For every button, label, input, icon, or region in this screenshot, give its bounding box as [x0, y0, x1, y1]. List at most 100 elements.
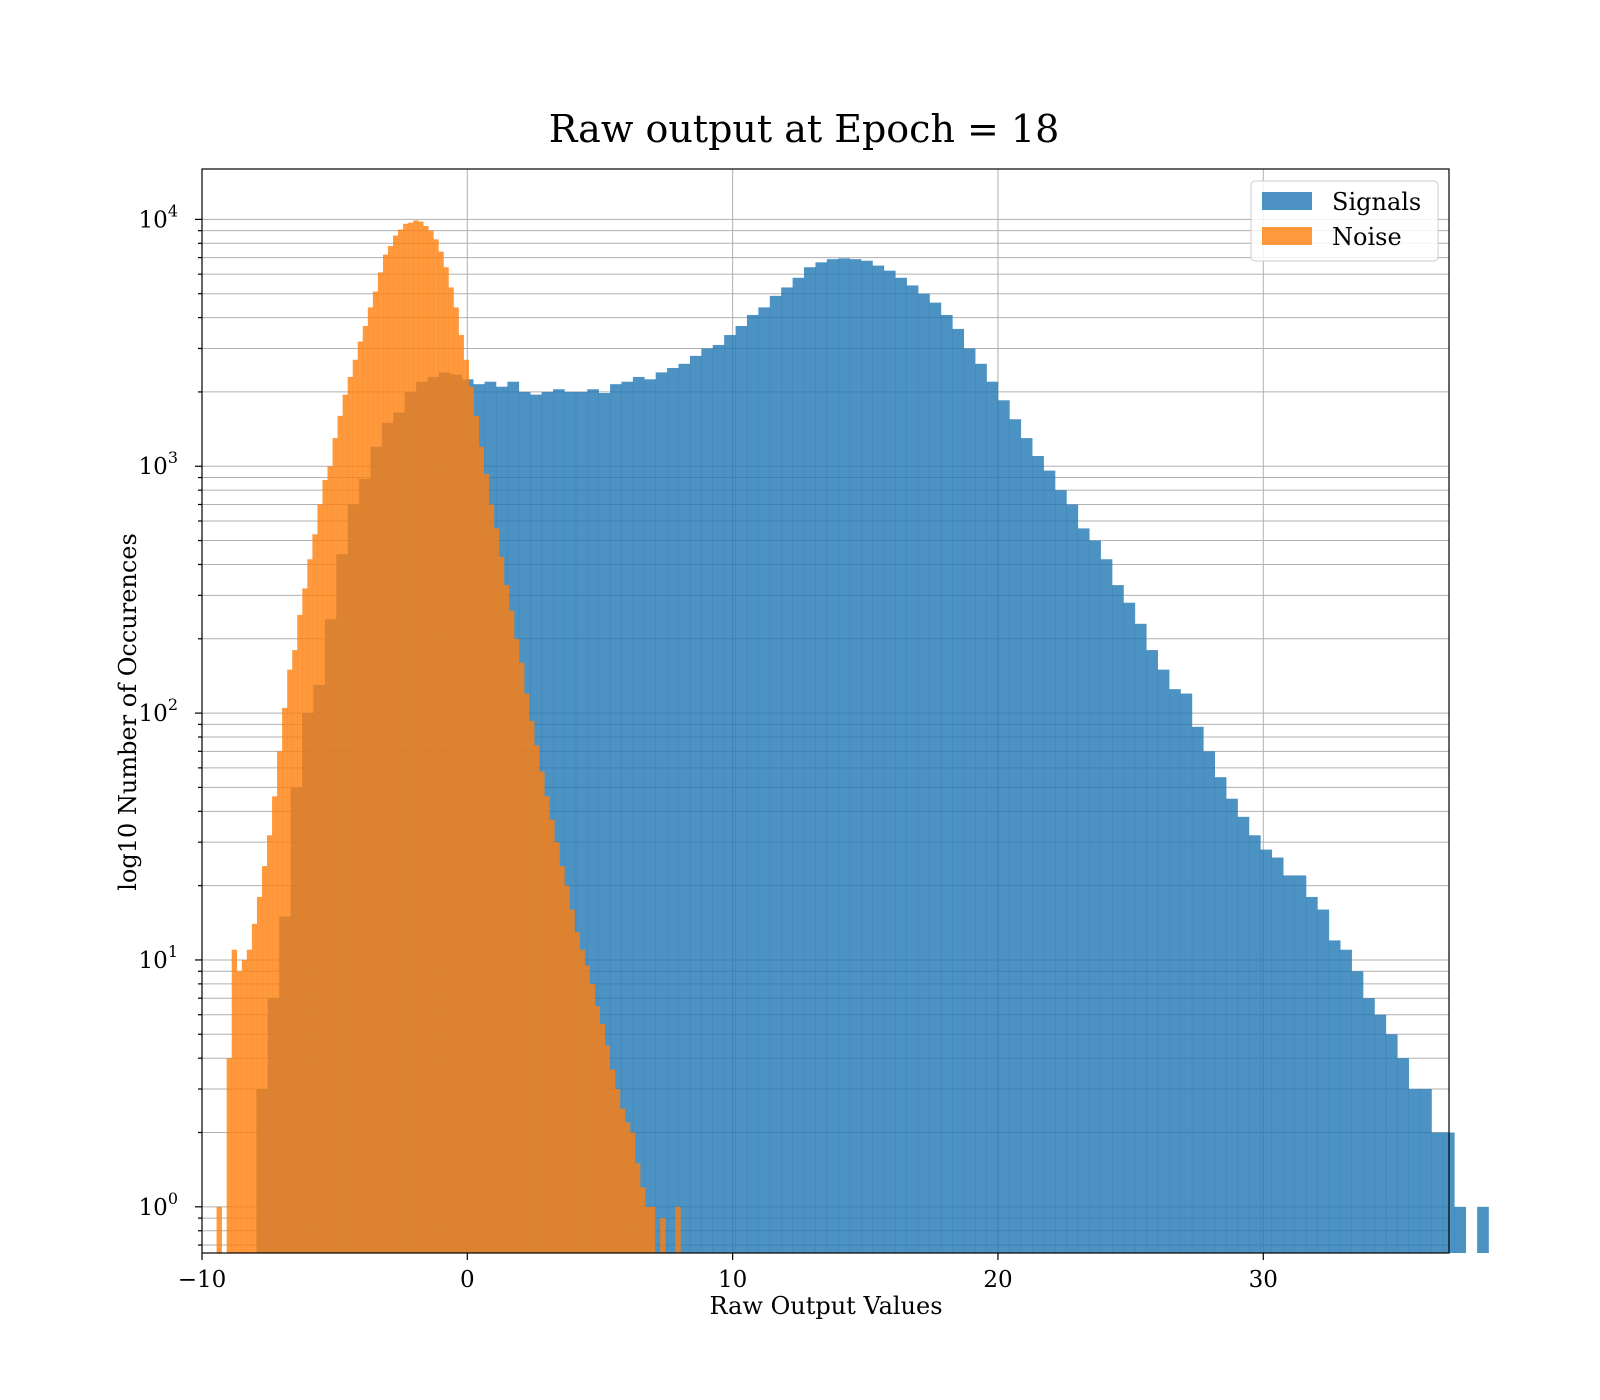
signals-bar	[1477, 1206, 1489, 1253]
noise-bar	[584, 965, 590, 1253]
signals-bar	[804, 267, 816, 1253]
noise-bar	[589, 983, 595, 1253]
chart-title: Raw output at Epoch = 18	[549, 107, 1060, 151]
signals-bar	[849, 259, 862, 1253]
noise-bar	[675, 1206, 681, 1253]
noise-bar	[382, 254, 389, 1253]
noise-bar	[554, 842, 560, 1253]
signals-bar	[1180, 693, 1193, 1253]
signals-bar	[1248, 835, 1261, 1253]
signals-bar	[689, 355, 702, 1253]
signals-bar	[781, 287, 793, 1253]
signals-bar	[1351, 971, 1364, 1253]
noise-bar	[231, 949, 238, 1253]
noise-bar	[277, 751, 283, 1253]
signals-bar	[1043, 470, 1056, 1253]
noise-bar	[604, 1045, 611, 1253]
legend-swatch-signals	[1262, 192, 1312, 210]
legend-swatch-noise	[1262, 227, 1312, 245]
noise-bar	[519, 662, 525, 1253]
signals-bar	[975, 363, 987, 1253]
signals-bar	[610, 384, 622, 1253]
signals-bar	[587, 389, 599, 1253]
signals-bar	[564, 391, 577, 1253]
noise-bar	[423, 226, 429, 1254]
signals-bar	[1055, 490, 1067, 1253]
signals-bar	[632, 376, 645, 1253]
noise-bar	[468, 386, 474, 1253]
signals-bar	[598, 393, 611, 1253]
noise-bar	[619, 1108, 626, 1253]
noise-bar	[514, 638, 520, 1253]
signals-bar	[883, 270, 896, 1253]
noise-bar	[448, 287, 454, 1253]
noise-bar	[498, 556, 505, 1253]
legend: Signals Noise	[1250, 180, 1439, 262]
signals-bar	[826, 259, 839, 1253]
signals-bar	[1020, 438, 1033, 1254]
noise-bar	[256, 896, 263, 1253]
signals-bar	[872, 265, 885, 1253]
y-axis-label: log10 Number of Occurences	[114, 533, 142, 891]
signals-bar	[769, 295, 782, 1253]
noise-bar	[342, 394, 348, 1254]
signals-bar	[1431, 1132, 1444, 1253]
signals-bar	[861, 260, 873, 1254]
noise-bar	[645, 1206, 651, 1253]
noise-bar	[226, 1058, 233, 1253]
signals-bar	[997, 400, 1010, 1253]
signals-bar	[553, 389, 565, 1253]
noise-bar	[488, 504, 495, 1254]
noise-bar	[403, 223, 409, 1254]
signals-bar	[1397, 1058, 1409, 1253]
x-tick-label: 20	[983, 1267, 1012, 1293]
signals-bar	[758, 307, 771, 1253]
noise-bar	[327, 466, 333, 1253]
noise-bar	[337, 415, 343, 1254]
y-tick-label: 103	[139, 448, 178, 480]
signals-bar	[1009, 419, 1022, 1253]
y-tick-label: 102	[139, 695, 178, 727]
noise-bar	[297, 614, 303, 1253]
noise-bar	[549, 819, 555, 1253]
noise-bar	[322, 479, 328, 1253]
signals-bar	[1408, 1089, 1421, 1253]
ticks-layer: −10 0 10 20 30 100 101 102 103 104	[139, 201, 1278, 1293]
signals-bar	[952, 328, 965, 1253]
signals-bar	[655, 372, 668, 1253]
noise-bar	[635, 1163, 641, 1253]
signals-bar	[1374, 1014, 1387, 1253]
noise-bar	[609, 1069, 616, 1253]
x-tick-label: 30	[1249, 1267, 1278, 1293]
series-noise	[216, 220, 681, 1254]
signals-bar	[1283, 875, 1295, 1253]
signals-bar	[1112, 585, 1124, 1253]
noise-bar	[650, 1206, 656, 1253]
signals-bar	[1340, 949, 1352, 1253]
signals-bar	[1134, 623, 1147, 1253]
signals-bar	[1032, 456, 1044, 1253]
signals-bar	[1100, 559, 1113, 1253]
signals-bar	[1305, 896, 1318, 1253]
noise-bar	[534, 745, 540, 1253]
signals-bar	[1260, 849, 1273, 1253]
noise-bar	[251, 923, 258, 1253]
noise-bar	[483, 474, 490, 1253]
signals-bar	[963, 348, 976, 1253]
noise-bar	[433, 239, 439, 1254]
noise-bar	[458, 335, 464, 1253]
noise-bar	[539, 771, 545, 1253]
noise-bar	[332, 438, 338, 1254]
noise-bar	[508, 610, 515, 1253]
noise-bar	[372, 291, 379, 1253]
noise-bar	[387, 246, 394, 1254]
noise-bar	[377, 272, 384, 1254]
noise-bar	[246, 949, 253, 1253]
signals-bar	[1157, 669, 1170, 1253]
signals-bar	[1077, 528, 1090, 1253]
noise-bar	[367, 307, 374, 1253]
noise-bar	[357, 341, 364, 1253]
noise-bar	[398, 229, 404, 1253]
noise-bar	[574, 931, 580, 1253]
